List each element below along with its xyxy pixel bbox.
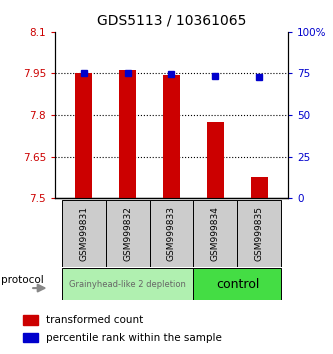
Text: GSM999832: GSM999832 xyxy=(123,206,132,261)
Bar xyxy=(207,122,224,198)
Bar xyxy=(193,268,281,300)
Text: percentile rank within the sample: percentile rank within the sample xyxy=(46,332,222,343)
Text: GSM999831: GSM999831 xyxy=(79,206,88,261)
Text: GSM999834: GSM999834 xyxy=(211,206,220,261)
Text: transformed count: transformed count xyxy=(46,315,143,325)
Bar xyxy=(23,333,38,342)
Text: GSM999835: GSM999835 xyxy=(255,206,264,261)
Bar xyxy=(62,268,193,300)
Bar xyxy=(251,177,268,198)
Bar xyxy=(75,73,92,198)
Text: GSM999833: GSM999833 xyxy=(167,206,176,261)
Bar xyxy=(150,200,193,267)
Text: protocol: protocol xyxy=(1,275,44,285)
Title: GDS5113 / 10361065: GDS5113 / 10361065 xyxy=(97,14,246,28)
Bar xyxy=(23,315,38,325)
Bar xyxy=(106,200,150,267)
Bar xyxy=(193,200,237,267)
Text: control: control xyxy=(216,278,259,291)
Bar xyxy=(163,75,180,198)
Bar xyxy=(62,200,106,267)
Text: Grainyhead-like 2 depletion: Grainyhead-like 2 depletion xyxy=(69,280,186,289)
Bar xyxy=(119,70,136,198)
Bar xyxy=(237,200,281,267)
